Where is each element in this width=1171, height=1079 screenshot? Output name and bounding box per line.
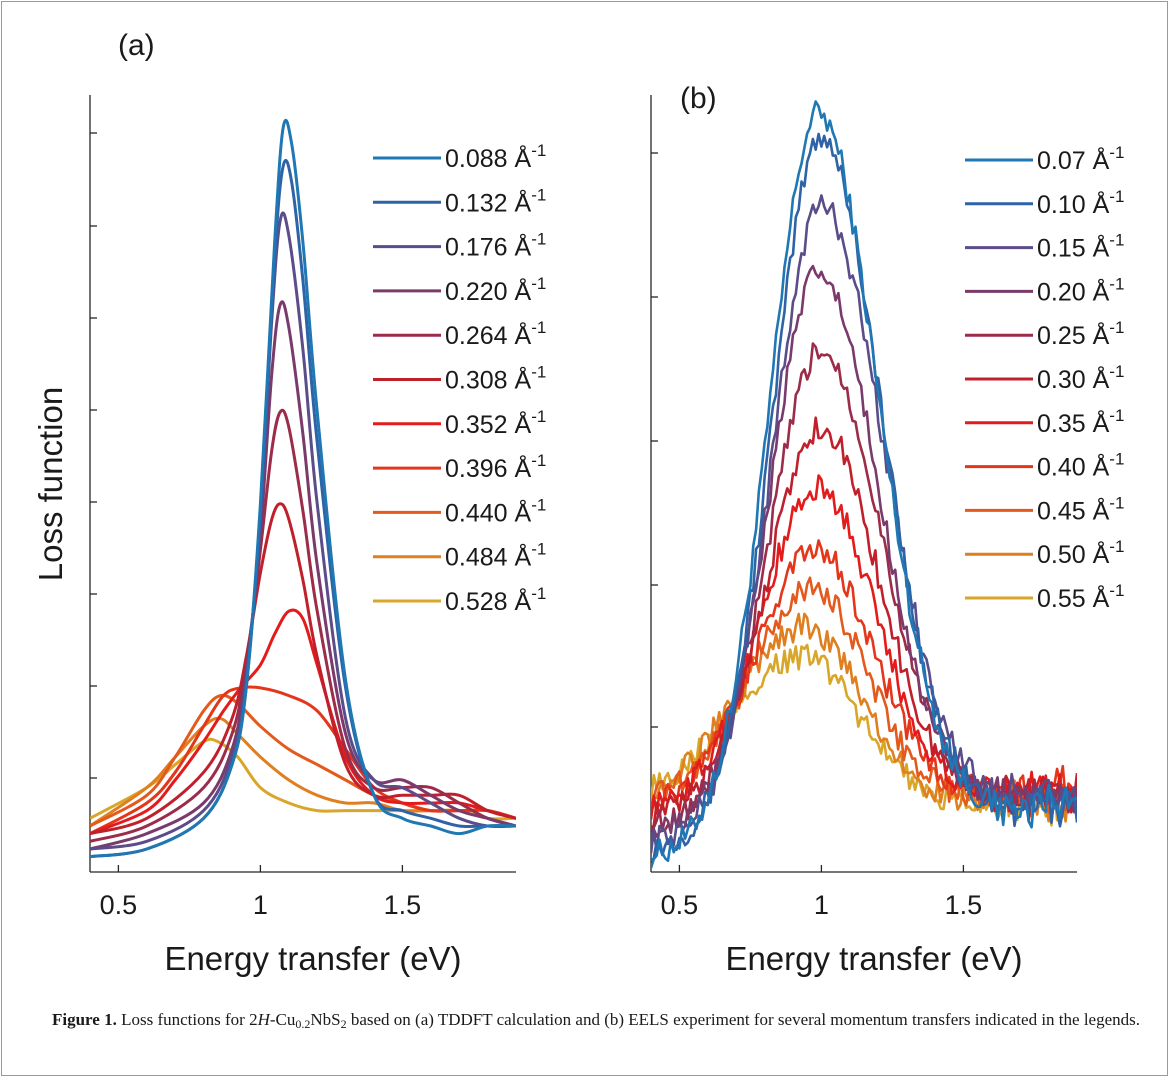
series-line [651,416,1077,830]
figure-caption: Figure 1. Loss functions for 2H-Cu0.2NbS… [52,1008,1142,1031]
series-line [90,211,516,851]
legend-label: 0.484 Å-1 [445,540,546,572]
series-line [651,132,1077,862]
legend-label: 0.088 Å-1 [445,141,546,173]
legend-label: 0.264 Å-1 [445,318,546,350]
caption-text-d: based on (a) TDDFT calculation and (b) E… [346,1010,1140,1029]
panel-label: (b) [680,82,717,115]
caption-text-c: NbS [310,1010,341,1029]
series-line [651,474,1077,820]
caption-text-b: -Cu [269,1010,296,1029]
x-tick-label: 1.5 [945,890,983,920]
caption-sub1: 0.2 [295,1017,311,1031]
legend-label: 0.10 Å-1 [1037,187,1124,219]
caption-sub2: 2 [340,1017,347,1031]
x-tick-label: 1 [253,890,268,920]
legend-label: 0.45 Å-1 [1037,493,1124,525]
series-line [90,300,516,851]
legend-label: 0.176 Å-1 [445,230,546,262]
caption-text-a: Loss functions for 2 [121,1010,258,1029]
x-axis-title: Energy transfer (eV) [164,940,461,977]
legend-label: 0.35 Å-1 [1037,406,1124,438]
legend-label: 0.40 Å-1 [1037,450,1124,482]
legend-label: 0.20 Å-1 [1037,274,1124,306]
legend-label: 0.07 Å-1 [1037,143,1124,175]
series-line [90,408,516,843]
legend-label: 0.220 Å-1 [445,274,546,306]
x-tick-label: 1.5 [384,890,422,920]
legend-label: 0.528 Å-1 [445,584,546,616]
x-tick-label: 0.5 [100,890,138,920]
series-line [651,100,1077,869]
series-line [90,119,516,859]
x-tick-label: 0.5 [661,890,699,920]
legend-label: 0.15 Å-1 [1037,231,1124,263]
x-tick-label: 1 [814,890,829,920]
legend-label: 0.25 Å-1 [1037,318,1124,350]
caption-italic: H [257,1010,270,1029]
legend-label: 0.50 Å-1 [1037,537,1124,569]
series-line [90,685,516,835]
caption-label: Figure 1. [52,1010,117,1029]
legend-label: 0.396 Å-1 [445,451,546,483]
legend-label: 0.55 Å-1 [1037,581,1124,613]
legend-label: 0.132 Å-1 [445,185,546,217]
y-axis-title: Loss function [32,387,69,581]
panel-a: 0.5 1 1.5 Energy transfer (eV) Loss function… [32,29,546,977]
panel-label: (a) [118,29,155,62]
x-axis-title: Energy transfer (eV) [725,940,1022,977]
panel-b: 0.5 1 1.5 Energy transfer (eV) (b) 0.07 Å-1 0.… [650,82,1124,977]
legend-label: 0.30 Å-1 [1037,362,1124,394]
legend-label: 0.440 Å-1 [445,495,546,527]
legend-label: 0.308 Å-1 [445,363,546,395]
legend-label: 0.352 Å-1 [445,407,546,439]
figure-svg: 0.5 1 1.5 Energy transfer (eV) Loss function… [32,29,1124,977]
